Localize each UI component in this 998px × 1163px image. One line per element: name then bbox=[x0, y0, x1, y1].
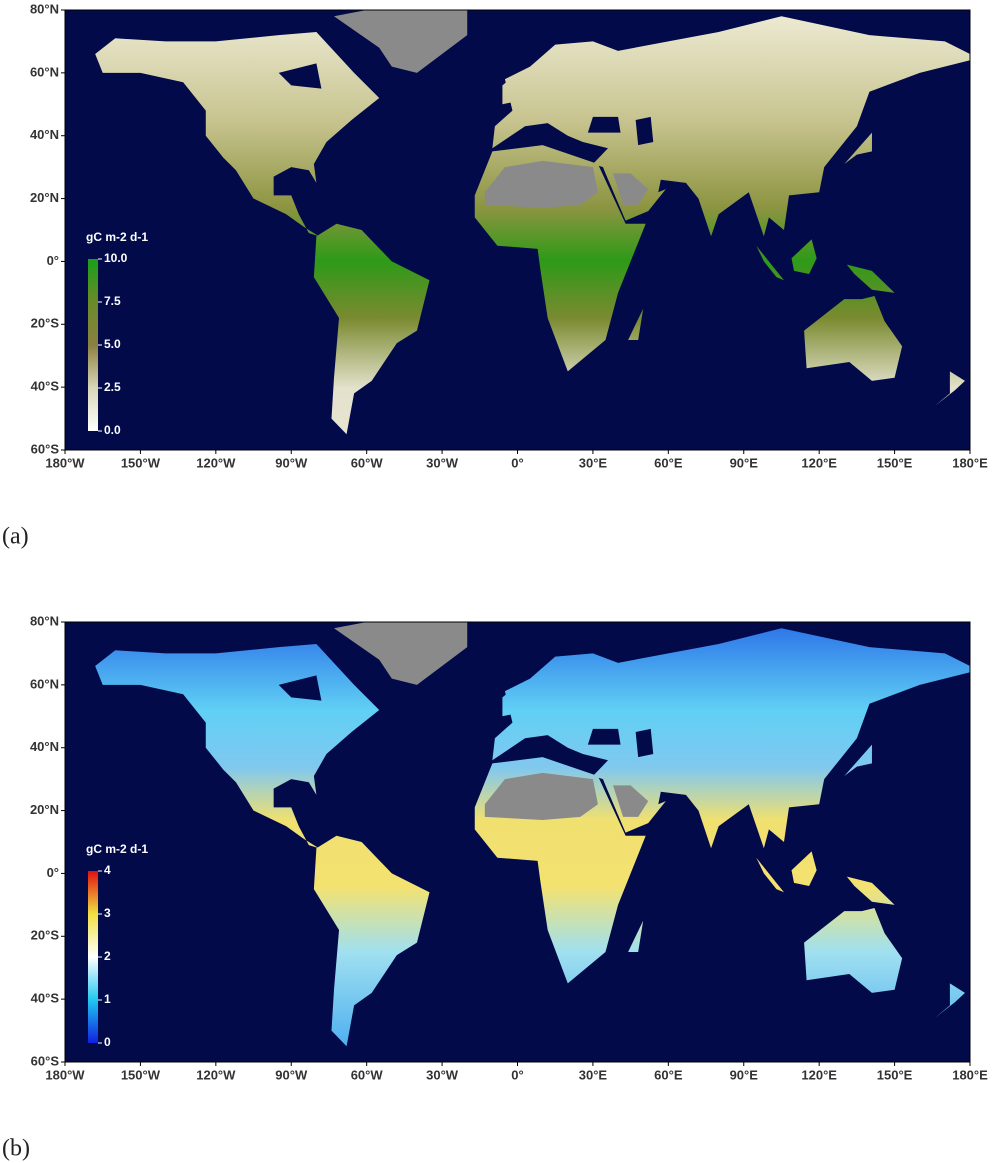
x-tick-label: 0° bbox=[511, 1067, 523, 1082]
x-tick-label: 150°W bbox=[121, 455, 161, 470]
colorbar-tick-label: 7.5 bbox=[104, 294, 121, 308]
land bbox=[492, 628, 970, 849]
no-data bbox=[613, 785, 649, 817]
x-tick-label: 120°E bbox=[801, 1067, 837, 1082]
x-tick-label: 90°E bbox=[730, 455, 759, 470]
panel-label: (b) bbox=[2, 1136, 30, 1162]
colorbar-title: gC m-2 d-1 bbox=[86, 842, 148, 856]
colorbar-tick-label: 0.0 bbox=[104, 423, 121, 437]
colorbar-tick-label: 3 bbox=[104, 906, 111, 920]
map-panel bbox=[64, 9, 971, 451]
x-tick-label: 120°W bbox=[196, 455, 236, 470]
no-data bbox=[333, 622, 468, 685]
y-tick-label: 0° bbox=[47, 865, 59, 880]
colorbar bbox=[88, 259, 98, 431]
water bbox=[278, 63, 322, 89]
y-tick-label: 80°N bbox=[30, 613, 59, 628]
x-tick-label: 60°W bbox=[351, 1067, 384, 1082]
panel-label: (a) bbox=[2, 524, 29, 550]
land bbox=[791, 851, 817, 886]
x-tick-label: 30°E bbox=[579, 1067, 608, 1082]
y-tick-label: 20°N bbox=[30, 802, 59, 817]
land bbox=[492, 16, 970, 237]
land bbox=[313, 223, 430, 435]
no-data bbox=[333, 10, 468, 73]
x-tick-label: 30°W bbox=[426, 455, 459, 470]
colorbar-tick-label: 1 bbox=[104, 992, 111, 1006]
colorbar-tick-label: 5.0 bbox=[104, 337, 121, 351]
x-tick-label: 150°E bbox=[877, 1067, 913, 1082]
x-tick-label: 180°E bbox=[952, 1067, 988, 1082]
land bbox=[502, 79, 518, 105]
y-tick-label: 40°N bbox=[30, 127, 59, 142]
x-tick-label: 90°E bbox=[730, 1067, 759, 1082]
water bbox=[635, 728, 654, 758]
x-tick-label: 150°E bbox=[877, 455, 913, 470]
y-tick-label: 60°S bbox=[31, 441, 60, 456]
land bbox=[804, 296, 903, 381]
x-tick-label: 60°W bbox=[351, 455, 384, 470]
land bbox=[756, 245, 784, 281]
x-tick-label: 120°W bbox=[196, 1067, 236, 1082]
colorbar-tick-label: 2.5 bbox=[104, 380, 121, 394]
colorbar-tick-label: 10.0 bbox=[104, 251, 128, 265]
y-tick-label: 60°N bbox=[30, 64, 59, 79]
colorbar-tick-label: 2 bbox=[104, 949, 111, 963]
no-data bbox=[484, 772, 598, 820]
colorbar bbox=[88, 871, 98, 1043]
y-tick-label: 0° bbox=[47, 253, 59, 268]
x-tick-label: 180°W bbox=[45, 455, 85, 470]
y-tick-label: 60°S bbox=[31, 1053, 60, 1068]
colorbar-tick-label: 0 bbox=[104, 1035, 111, 1049]
y-tick-label: 40°S bbox=[31, 991, 60, 1006]
land bbox=[844, 744, 872, 776]
y-tick-label: 40°S bbox=[31, 379, 60, 394]
land bbox=[804, 908, 903, 993]
y-tick-label: 40°N bbox=[30, 739, 59, 754]
y-tick-label: 20°N bbox=[30, 190, 59, 205]
y-tick-label: 60°N bbox=[30, 676, 59, 691]
land bbox=[628, 308, 644, 340]
x-tick-label: 0° bbox=[511, 455, 523, 470]
x-tick-label: 90°W bbox=[275, 455, 308, 470]
land bbox=[846, 264, 895, 293]
x-tick-label: 180°W bbox=[45, 1067, 85, 1082]
x-tick-label: 30°W bbox=[426, 1067, 459, 1082]
x-tick-label: 60°E bbox=[654, 455, 683, 470]
y-tick-label: 20°S bbox=[31, 316, 60, 331]
land bbox=[846, 876, 895, 905]
no-data bbox=[613, 173, 649, 205]
water bbox=[635, 116, 654, 146]
x-tick-label: 180°E bbox=[952, 455, 988, 470]
no-data bbox=[484, 160, 598, 208]
land bbox=[756, 857, 784, 893]
land bbox=[791, 239, 817, 274]
x-tick-label: 120°E bbox=[801, 455, 837, 470]
land bbox=[628, 920, 644, 952]
land bbox=[502, 691, 518, 717]
x-tick-label: 150°W bbox=[121, 1067, 161, 1082]
water bbox=[587, 116, 621, 133]
colorbar-tick-label: 4 bbox=[104, 863, 111, 877]
x-tick-label: 30°E bbox=[579, 455, 608, 470]
land bbox=[313, 835, 430, 1047]
water bbox=[587, 728, 621, 745]
y-tick-label: 80°N bbox=[30, 1, 59, 16]
water bbox=[278, 675, 322, 701]
land bbox=[934, 983, 965, 1018]
colorbar-title: gC m-2 d-1 bbox=[86, 230, 148, 244]
x-tick-label: 90°W bbox=[275, 1067, 308, 1082]
land bbox=[844, 132, 872, 164]
map-panel bbox=[64, 621, 971, 1063]
y-tick-label: 20°S bbox=[31, 928, 60, 943]
x-tick-label: 60°E bbox=[654, 1067, 683, 1082]
land bbox=[934, 371, 965, 406]
